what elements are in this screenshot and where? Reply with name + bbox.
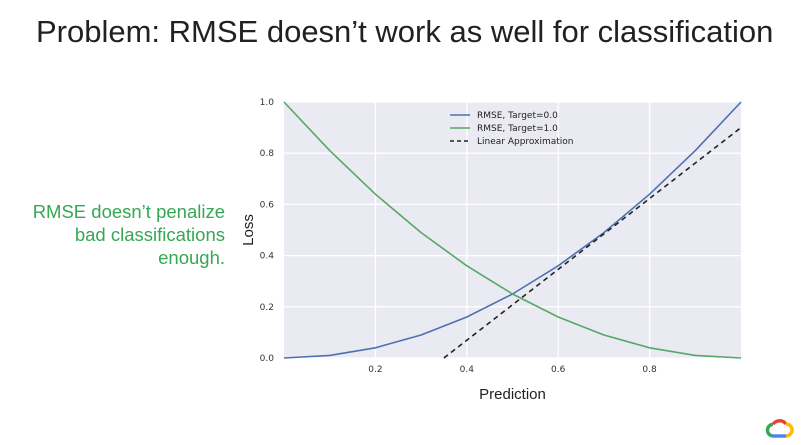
x-tick-label: 0.4 — [460, 365, 475, 375]
series-layer — [283, 101, 742, 359]
x-axis-label: Prediction — [479, 386, 546, 403]
slide-title: Problem: RMSE doesn’t work as well for c… — [36, 14, 774, 49]
side-note-line: bad classifications — [74, 224, 225, 245]
google-cloud-logo-icon — [765, 419, 794, 438]
y-axis-label: Loss — [240, 214, 257, 246]
plot-area — [284, 102, 741, 358]
y-tick-label: 0.8 — [260, 149, 275, 159]
y-tick-label: 1.0 — [260, 98, 275, 108]
x-tick-label: 0.2 — [368, 365, 382, 375]
legend-entry: Linear Approximation — [477, 137, 574, 147]
legend: RMSE, Target=0.0 RMSE, Target=1.0 Linear A… — [450, 111, 574, 147]
side-note: RMSE doesn’t penalize bad classification… — [5, 200, 225, 269]
y-tick-label: 0.4 — [260, 252, 275, 262]
y-tick-label: 0.6 — [260, 200, 275, 210]
side-note-line: enough. — [158, 247, 225, 268]
x-tick-label: 0.6 — [551, 365, 566, 375]
y-tick-label: 0.2 — [260, 303, 274, 313]
grid-lines — [284, 101, 741, 359]
rmse-target-1-line — [283, 101, 742, 359]
x-tick-label: 0.8 — [642, 365, 657, 375]
tick-labels: 0.2 0.4 0.6 0.8 0.0 0.2 0.4 0.6 0.8 1.0 — [260, 98, 657, 375]
y-tick-label: 0.0 — [260, 354, 275, 364]
side-note-line: RMSE doesn’t penalize — [32, 201, 225, 222]
legend-entry: RMSE, Target=1.0 — [477, 124, 558, 134]
legend-entry: RMSE, Target=0.0 — [477, 111, 558, 121]
